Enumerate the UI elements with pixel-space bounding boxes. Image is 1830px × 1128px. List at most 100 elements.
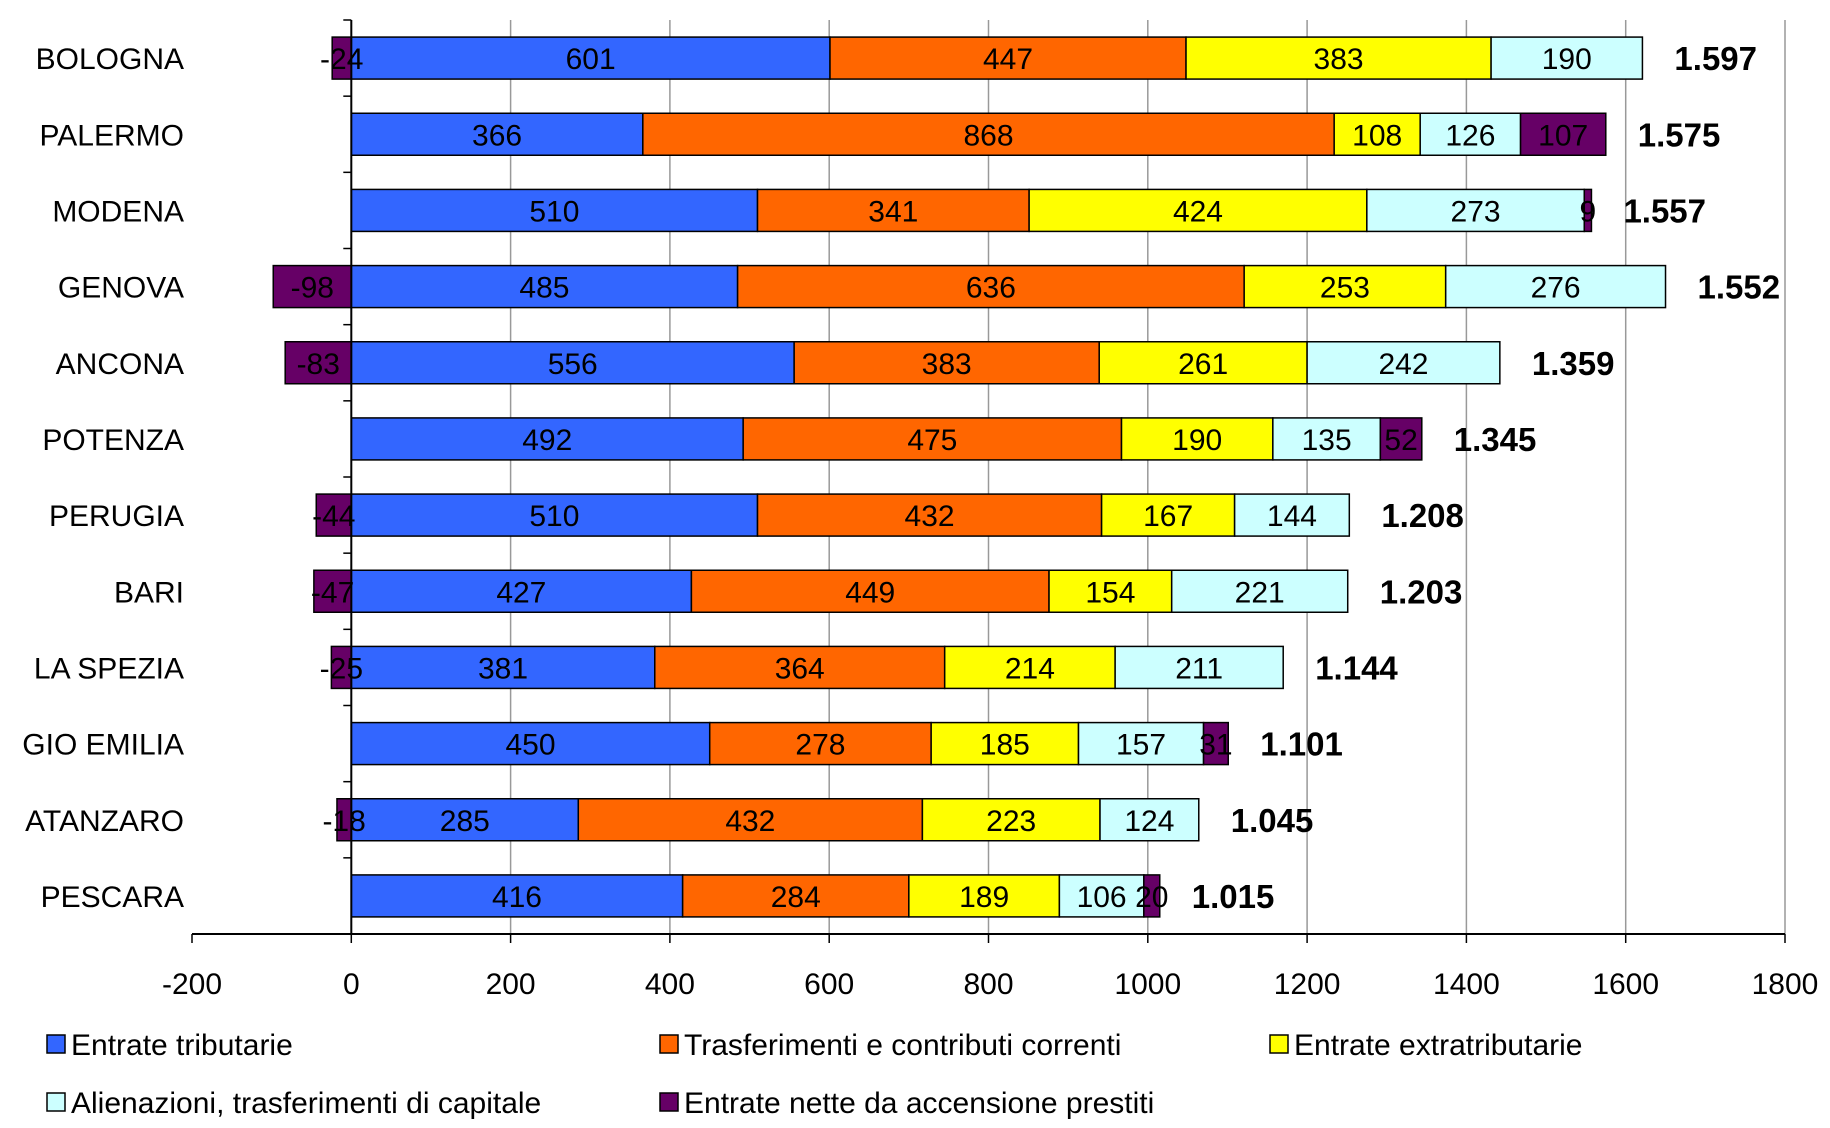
data-label: 556 (548, 348, 598, 381)
data-label: 185 (980, 729, 1030, 762)
bar-segment (829, 36, 1187, 80)
bar-segment (1098, 341, 1308, 385)
x-tick-label: 1400 (1433, 968, 1500, 1001)
bar-segment (1306, 341, 1501, 385)
data-label: 450 (505, 729, 555, 762)
bar-segment (1099, 798, 1200, 842)
data-label: 383 (922, 348, 972, 381)
bar-segment (350, 721, 711, 766)
total-label: 1.203 (1380, 573, 1463, 610)
total-label: 1.101 (1260, 726, 1343, 763)
bar-segment (930, 721, 1080, 766)
bar-segment (756, 188, 1030, 233)
total-label: 1.557 (1623, 192, 1706, 229)
bar-segment (1379, 417, 1423, 461)
bar-segment (1519, 112, 1607, 156)
total-label: 1.045 (1231, 802, 1314, 839)
data-label: 510 (529, 195, 579, 228)
bar-segment (1366, 188, 1586, 233)
legend: Entrate tributarie Trasferimenti e contri… (46, 1029, 1582, 1120)
bar-segment (350, 645, 656, 690)
bar-segment (708, 721, 932, 766)
total-label: 1.144 (1315, 649, 1398, 686)
bar-segment (1120, 417, 1274, 461)
bar-segment (1233, 493, 1351, 537)
bar-segment (1143, 874, 1161, 918)
bar-segment (350, 874, 684, 918)
bar-segment (350, 569, 693, 613)
bar-segment (350, 417, 744, 461)
data-label: -98 (291, 272, 334, 305)
data-label: 221 (1235, 576, 1285, 609)
total-label: 1.597 (1674, 40, 1757, 77)
x-tick-label: 600 (804, 968, 854, 1001)
x-tick-label: 1800 (1752, 968, 1819, 1001)
data-label: 261 (1178, 348, 1228, 381)
data-label: 242 (1378, 348, 1428, 381)
bar-segment (690, 569, 1050, 613)
data-label: 276 (1531, 272, 1581, 305)
data-label: 144 (1267, 500, 1317, 533)
data-label: 273 (1451, 195, 1501, 228)
category-label: BOLOGNA (36, 43, 184, 76)
category-label: PESCARA (41, 881, 184, 914)
data-label: 108 (1352, 119, 1402, 152)
data-label: 190 (1542, 43, 1592, 76)
data-label: 485 (519, 272, 569, 305)
data-label: 492 (522, 424, 572, 457)
bar-segment (1048, 569, 1173, 613)
data-label: 416 (492, 881, 542, 914)
total-label: 1.015 (1192, 878, 1275, 915)
data-label: 157 (1116, 729, 1166, 762)
data-label: 106 (1077, 881, 1127, 914)
bar-segment (577, 798, 924, 842)
data-label: -47 (311, 576, 354, 609)
bar-segment (681, 874, 910, 918)
data-label: 223 (986, 805, 1036, 838)
data-label: -18 (322, 805, 365, 838)
bar-segment (350, 341, 795, 385)
data-label: 341 (868, 195, 918, 228)
data-label: 601 (566, 43, 616, 76)
data-label: 214 (1005, 652, 1055, 685)
data-label: 126 (1445, 119, 1495, 152)
data-label: 285 (440, 805, 490, 838)
data-label: 427 (496, 576, 546, 609)
legend-swatch (659, 1092, 679, 1112)
category-label: MODENA (52, 195, 184, 228)
data-label: -44 (312, 500, 355, 533)
data-label: 278 (795, 729, 845, 762)
data-label: 190 (1172, 424, 1222, 457)
total-label: 1.208 (1381, 497, 1464, 534)
x-tick-label: 1000 (1114, 968, 1181, 1001)
category-label: PERUGIA (49, 500, 184, 533)
data-label: 211 (1175, 652, 1223, 685)
legend-swatch (1269, 1034, 1289, 1054)
data-label: 510 (529, 500, 579, 533)
bar-segment (943, 645, 1116, 690)
legend-label: Alienazioni, trasferimenti di capitale (71, 1087, 541, 1120)
data-label: 447 (983, 43, 1033, 76)
x-tick-label: 400 (645, 968, 695, 1001)
data-label: 868 (963, 119, 1013, 152)
bar-segment (921, 798, 1101, 842)
bar-segment (1333, 112, 1421, 156)
bar-segment (1490, 36, 1644, 80)
data-label: 432 (725, 805, 775, 838)
data-label: 381 (478, 652, 528, 685)
bar-segment (1272, 417, 1382, 461)
legend-label: Entrate extratributarie (1294, 1029, 1582, 1062)
data-label: 432 (905, 500, 955, 533)
data-label: 424 (1173, 195, 1223, 228)
legend-swatch (659, 1034, 679, 1054)
category-label: LA SPEZIA (34, 652, 184, 685)
data-label: 475 (907, 424, 957, 457)
data-label: -25 (320, 652, 363, 685)
bar-segment (350, 188, 759, 233)
category-label: POTENZA (42, 424, 184, 457)
legend-swatch (46, 1034, 66, 1054)
data-label: 366 (472, 119, 522, 152)
data-label: 31 (1199, 729, 1232, 762)
total-label: 1.552 (1698, 269, 1781, 306)
legend-swatch (46, 1092, 66, 1112)
